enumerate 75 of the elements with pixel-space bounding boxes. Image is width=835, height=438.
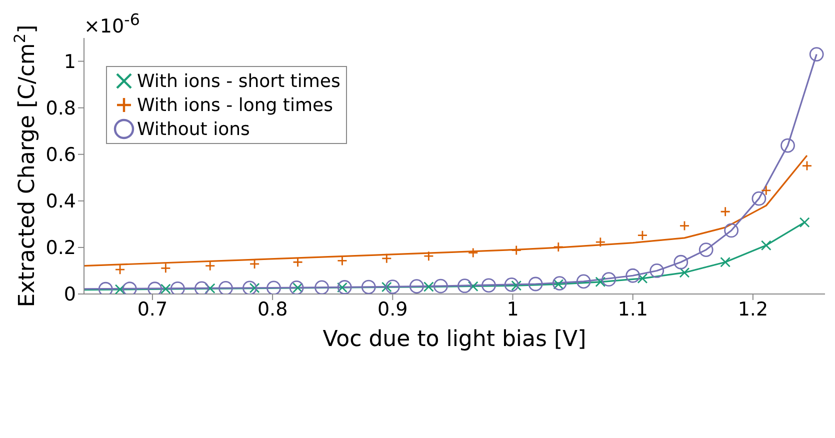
point [780, 138, 795, 153]
point [752, 191, 766, 206]
legend-label: With ions - long times [137, 94, 333, 116]
point [504, 277, 519, 292]
point [170, 281, 185, 294]
x-tick-label: 1.1 [618, 298, 648, 320]
point [266, 280, 281, 294]
point [720, 256, 731, 268]
point [724, 223, 739, 238]
x-tick-label: 0.8 [257, 298, 288, 320]
point [468, 281, 478, 292]
y-tick-label: 0.4 [46, 190, 76, 213]
point [576, 274, 591, 289]
point [511, 245, 522, 256]
y-tick-label: 0 [64, 284, 76, 306]
point [381, 282, 392, 292]
point [204, 260, 216, 272]
point [249, 258, 260, 270]
point [468, 248, 478, 258]
point [98, 282, 113, 294]
point [433, 278, 448, 294]
point [458, 278, 472, 294]
point [552, 276, 567, 290]
x-tick-label: 0.9 [378, 298, 408, 320]
point [595, 276, 606, 288]
point [679, 220, 690, 232]
point [218, 280, 233, 294]
point [674, 254, 688, 270]
point [482, 278, 496, 293]
point [385, 280, 400, 294]
y-tick-label: 0.8 [46, 98, 76, 120]
point [698, 242, 714, 257]
point [760, 240, 772, 251]
point [148, 282, 162, 294]
point [679, 267, 690, 278]
point [553, 242, 564, 252]
point [802, 160, 812, 171]
point [650, 264, 664, 278]
point [528, 276, 543, 292]
point [289, 280, 304, 294]
point [423, 250, 434, 262]
point [114, 284, 126, 294]
point [242, 280, 257, 294]
x-tick-label: 0.7 [137, 298, 168, 320]
x-tick-label: 1 [506, 298, 519, 320]
x-axis-title: Voc due to light bias [V] [322, 327, 586, 352]
point [381, 253, 392, 264]
point [799, 217, 810, 228]
x-tick-label: 1.2 [738, 298, 768, 320]
point [760, 185, 772, 196]
point [160, 262, 171, 274]
point [595, 236, 606, 248]
point [637, 273, 648, 284]
point [160, 284, 171, 294]
point [194, 281, 209, 294]
y-tick-label: 1 [64, 51, 76, 74]
legend-label: Without ions [137, 118, 250, 140]
point [637, 230, 648, 241]
point [361, 280, 376, 294]
point [809, 47, 824, 62]
y-tick-label: 0.6 [46, 144, 76, 166]
point [122, 282, 137, 294]
point [409, 279, 424, 294]
point [423, 282, 434, 292]
point [114, 264, 126, 275]
point [314, 280, 329, 294]
point [204, 283, 216, 294]
y-tick-label: 0.2 [46, 237, 76, 260]
point [720, 206, 731, 217]
legend-label: With ions - short times [137, 70, 340, 92]
point [337, 280, 352, 294]
point [602, 272, 616, 287]
text: ×10$^{-6}$ [84, 10, 140, 38]
point [337, 256, 348, 266]
point [626, 268, 640, 283]
